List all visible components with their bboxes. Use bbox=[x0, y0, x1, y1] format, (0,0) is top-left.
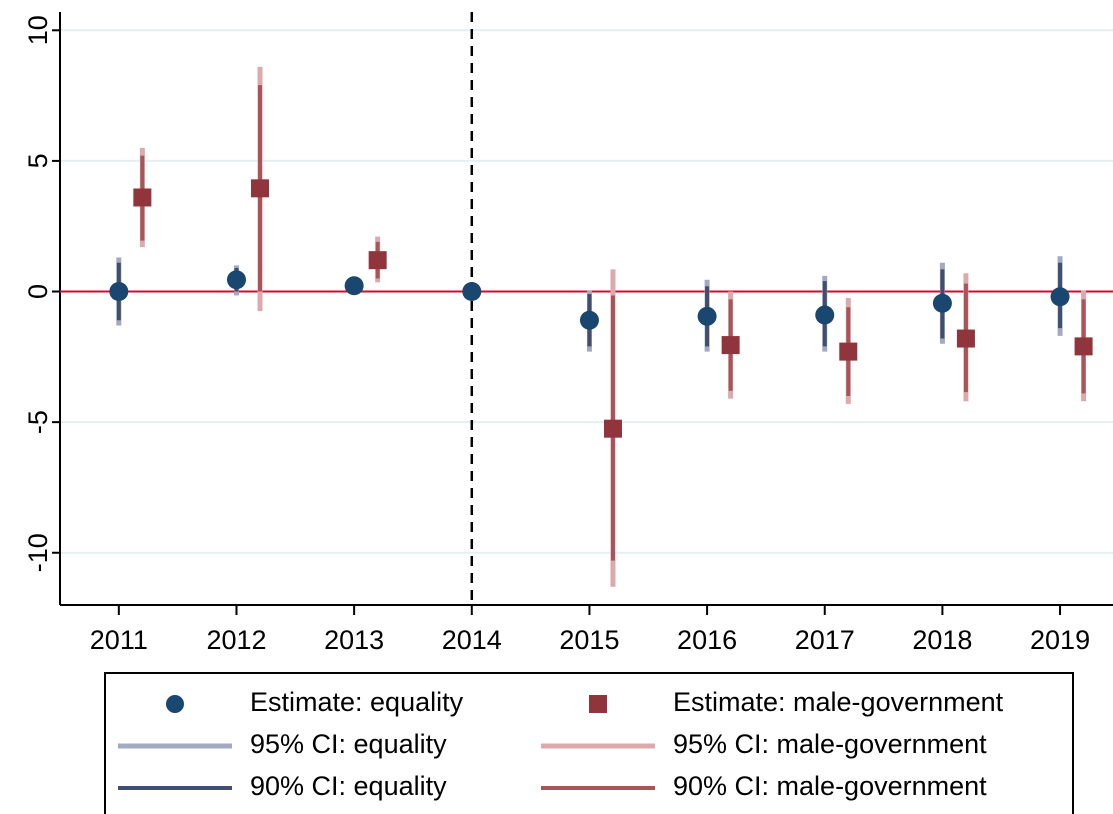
x-tick-label: 2019 bbox=[1030, 625, 1090, 655]
estimate-marker bbox=[815, 305, 835, 325]
estimate-marker bbox=[956, 329, 975, 348]
estimate-marker bbox=[133, 188, 152, 207]
legend-label: 90% CI: male-government bbox=[673, 771, 987, 801]
legend-symbol bbox=[589, 695, 607, 713]
x-tick-label: 2012 bbox=[206, 625, 266, 655]
estimate-marker bbox=[1074, 337, 1093, 356]
x-tick-label: 2016 bbox=[677, 625, 737, 655]
legend-label: Estimate: equality bbox=[250, 687, 464, 717]
estimate-marker bbox=[932, 293, 952, 313]
estimate-marker bbox=[226, 270, 246, 290]
y-tick-label: 10 bbox=[23, 15, 53, 45]
legend-label: Estimate: male-government bbox=[673, 687, 1004, 717]
legend-label: 90% CI: equality bbox=[250, 771, 447, 801]
estimate-marker bbox=[721, 336, 740, 355]
estimate-marker bbox=[109, 282, 129, 302]
y-tick-label: -10 bbox=[23, 533, 53, 572]
y-tick-label: 0 bbox=[23, 284, 53, 299]
legend-label: 95% CI: male-government bbox=[673, 729, 987, 759]
y-tick-label: 5 bbox=[23, 153, 53, 168]
estimate-marker bbox=[697, 306, 717, 326]
x-tick-label: 2015 bbox=[559, 625, 619, 655]
estimate-marker bbox=[1050, 287, 1070, 307]
y-tick-label: -5 bbox=[23, 410, 53, 434]
estimate-marker bbox=[251, 179, 270, 198]
estimate-marker bbox=[462, 282, 482, 302]
estimate-marker bbox=[368, 251, 387, 270]
estimate-marker bbox=[344, 276, 364, 296]
estimate-marker bbox=[603, 419, 622, 438]
estimate-marker bbox=[839, 342, 858, 361]
x-tick-label: 2014 bbox=[442, 625, 502, 655]
estimate-marker bbox=[579, 310, 599, 330]
x-tick-label: 2013 bbox=[324, 625, 384, 655]
legend-symbol bbox=[166, 695, 184, 713]
x-tick-label: 2011 bbox=[90, 625, 148, 655]
legend-label: 95% CI: equality bbox=[250, 729, 447, 759]
x-tick-label: 2017 bbox=[795, 625, 855, 655]
x-tick-label: 2018 bbox=[912, 625, 972, 655]
